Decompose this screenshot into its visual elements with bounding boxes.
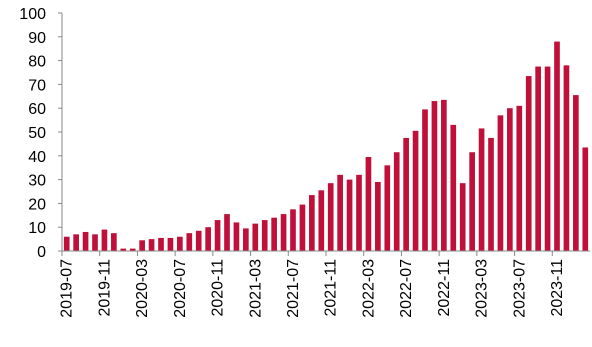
bar [450, 124, 457, 251]
bar [280, 214, 287, 251]
bar [459, 183, 466, 251]
bar [356, 174, 362, 251]
bar [497, 115, 504, 251]
bar [422, 109, 428, 251]
x-tick-label: 2022-07 [398, 259, 415, 318]
bar [224, 214, 230, 251]
x-tick-label: 2021-11 [323, 259, 340, 317]
bar [195, 230, 202, 251]
bar [243, 228, 249, 251]
bar [252, 223, 259, 251]
y-tick-label: 40 [28, 149, 46, 166]
bar [525, 76, 532, 251]
y-tick-label: 0 [37, 244, 46, 261]
x-tick-label: 2020-11 [210, 259, 227, 317]
bar [205, 227, 211, 251]
x-tick-label: 2022-03 [360, 259, 377, 318]
bar [214, 220, 221, 251]
bar [478, 128, 485, 251]
bar [327, 183, 334, 251]
bar [554, 41, 560, 252]
bar [507, 108, 513, 251]
bar [563, 65, 570, 251]
bar [488, 137, 494, 251]
bar [101, 229, 108, 251]
bar [158, 237, 164, 251]
x-tick-label: 2022-11 [436, 259, 453, 317]
bar [111, 233, 117, 251]
y-tick-label: 20 [28, 196, 46, 213]
x-tick-label: 2021-07 [285, 259, 302, 318]
bar [120, 248, 127, 251]
bar [375, 181, 381, 251]
bar [412, 130, 419, 251]
bar [299, 204, 306, 251]
y-tick-label: 30 [28, 173, 46, 190]
x-tick-label: 2023-03 [474, 259, 491, 318]
x-tick-label: 2023-11 [549, 259, 566, 317]
bar [167, 237, 174, 251]
x-tick-label: 2019-11 [96, 259, 113, 317]
bar [129, 248, 136, 251]
bar [535, 66, 541, 251]
bar [516, 105, 523, 251]
y-tick-label: 50 [28, 125, 46, 142]
y-tick-label: 80 [28, 54, 46, 71]
bar [384, 165, 391, 251]
bar [337, 174, 343, 251]
bar [186, 233, 193, 251]
bar [309, 195, 315, 251]
bar [393, 152, 400, 251]
bar [431, 101, 438, 251]
bar [73, 234, 79, 251]
bar [469, 152, 475, 251]
bar [403, 137, 409, 251]
bar [92, 234, 98, 251]
y-tick-label: 100 [19, 6, 46, 23]
bar [233, 222, 240, 251]
bar [544, 66, 551, 251]
bar [139, 240, 145, 251]
x-tick-label: 2020-03 [134, 259, 151, 318]
bar [346, 179, 353, 251]
x-tick-label: 2020-07 [172, 259, 189, 318]
bar [441, 99, 447, 252]
bar [63, 236, 70, 251]
bar [271, 217, 277, 251]
bar [573, 95, 579, 251]
y-tick-label: 90 [28, 30, 46, 47]
bar [148, 239, 155, 251]
bar [82, 231, 89, 251]
bar [318, 190, 325, 251]
y-tick-label: 60 [28, 101, 46, 118]
bar [582, 147, 589, 251]
y-tick-label: 70 [28, 77, 46, 94]
bar [290, 209, 296, 251]
x-tick-label: 2019-07 [59, 259, 76, 318]
bar [177, 236, 183, 251]
bar [365, 156, 372, 251]
x-tick-label: 2021-03 [247, 259, 264, 318]
x-tick-label: 2023-07 [511, 259, 528, 318]
bar [261, 220, 268, 251]
y-tick-label: 10 [28, 220, 46, 237]
